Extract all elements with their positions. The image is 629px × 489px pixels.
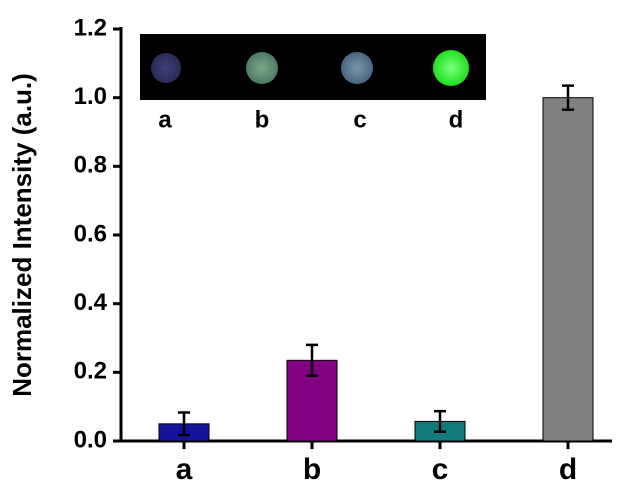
x-tick-label: c xyxy=(432,453,449,486)
inset-label: b xyxy=(255,106,270,133)
x-tick-label: b xyxy=(303,453,321,486)
inset-label: c xyxy=(353,106,366,133)
bar xyxy=(543,98,593,441)
y-axis-label: Normalized Intensity (a.u.) xyxy=(7,73,37,397)
y-tick-label: 0.4 xyxy=(74,289,108,316)
x-tick-label: a xyxy=(176,453,193,486)
inset-dot xyxy=(433,50,469,86)
y-tick-label: 0.0 xyxy=(74,426,107,453)
inset-dot xyxy=(151,53,181,83)
inset-label: a xyxy=(158,106,172,133)
chart: Normalized Intensity (a.u.) 0.0 0.2 0.4 0.6… xyxy=(0,0,629,489)
inset-dot xyxy=(246,52,278,84)
y-tick-label: 1.2 xyxy=(74,14,107,41)
x-tick-label: d xyxy=(559,453,577,486)
y-tick-label: 1.0 xyxy=(74,83,107,110)
y-tick-label: 0.2 xyxy=(74,358,107,385)
y-tick-label: 0.8 xyxy=(74,152,107,179)
inset-label: d xyxy=(449,106,464,133)
page: Normalized Intensity (a.u.) 0.0 0.2 0.4 0.6… xyxy=(0,0,629,489)
inset xyxy=(140,34,486,100)
inset-dot xyxy=(341,52,373,84)
y-tick-label: 0.6 xyxy=(74,220,107,247)
